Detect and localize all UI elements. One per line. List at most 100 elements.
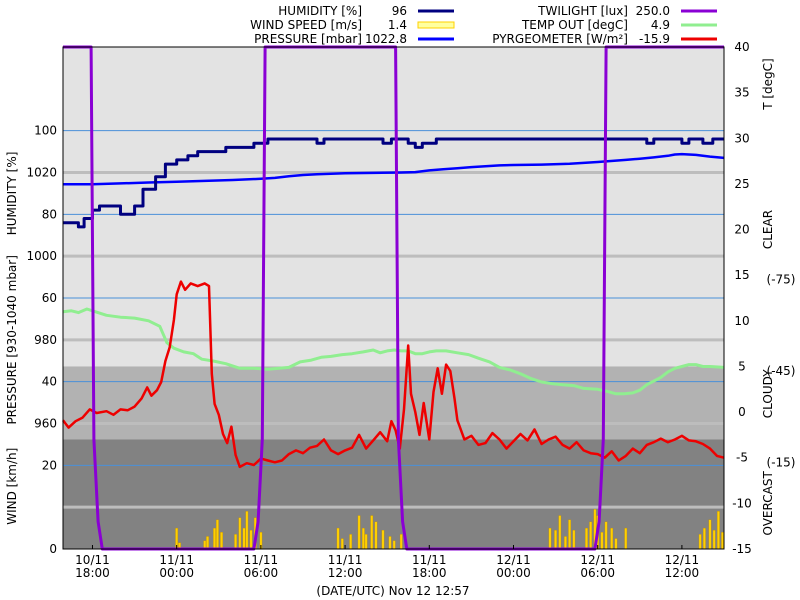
zone-label-clear: CLEAR bbox=[761, 210, 775, 249]
data-series bbox=[62, 45, 725, 551]
zone-overcast bbox=[63, 439, 724, 549]
right-axis-unit: T [degC] bbox=[761, 58, 775, 111]
wind-bar bbox=[216, 519, 219, 550]
wind-bar bbox=[392, 540, 396, 550]
temp-out-line bbox=[62, 307, 725, 396]
wind-bar bbox=[370, 515, 374, 550]
wind-bar bbox=[234, 534, 237, 550]
legend-right-value: 250.0 bbox=[636, 4, 670, 18]
wind-bar bbox=[572, 530, 576, 550]
legend-right-name: PYRGEOMETER [W/m²] bbox=[492, 32, 628, 46]
left-tick-label: 40 bbox=[42, 375, 57, 389]
x-tick-time: 18:00 bbox=[412, 566, 447, 580]
left-axis-label: PRESSURE [930-1040 mbar] bbox=[5, 255, 19, 424]
legend-right-name: TWILIGHT [lux] bbox=[537, 4, 628, 18]
left-tick-label: 1020 bbox=[26, 166, 57, 180]
x-tick-date: 11/11 bbox=[244, 553, 279, 567]
right-axis: 40 35 30 25 20 15 10 5 0 -5 -10 -15 T [degC] (-75) (-4… bbox=[732, 40, 795, 556]
left-tick-label: 60 bbox=[42, 291, 57, 305]
legend-right-value: -15.9 bbox=[639, 32, 670, 46]
right-tick-label: 35 bbox=[734, 86, 749, 100]
legend-left-name: PRESSURE [mbar] bbox=[254, 32, 362, 46]
plot-frame bbox=[62, 46, 725, 550]
legend: HUMIDITY [%] 96 WIND SPEED [m/s] 1.4 PRESSUR… bbox=[250, 4, 717, 46]
right-tick-label: 25 bbox=[734, 177, 749, 191]
right-tick-label: 15 bbox=[734, 268, 749, 282]
wind-bar bbox=[604, 521, 608, 550]
x-tick-date: 11/11 bbox=[159, 553, 194, 567]
legend-left-value: 1.4 bbox=[388, 18, 407, 32]
wind-bar bbox=[624, 527, 628, 550]
left-tick-label: 100 bbox=[34, 124, 57, 138]
left-tick-label: 960 bbox=[34, 417, 57, 431]
zone-label-cloudy: CLOUDY bbox=[761, 369, 775, 418]
wind-bar bbox=[340, 538, 344, 550]
pyrgeometer-line bbox=[62, 280, 725, 469]
wind-bar bbox=[721, 532, 724, 550]
x-tick-time: 00:00 bbox=[496, 566, 531, 580]
wind-bar bbox=[585, 527, 588, 550]
wind-bar bbox=[554, 530, 557, 550]
wind-bar bbox=[600, 532, 604, 550]
left-axis-label: WIND [km/h] bbox=[5, 448, 19, 525]
wind-bar bbox=[206, 536, 209, 550]
humidity-line bbox=[63, 137, 724, 229]
wind-bar bbox=[245, 511, 249, 550]
wind-bar bbox=[249, 530, 253, 550]
wind-bar bbox=[717, 511, 720, 550]
x-tick-date: 12/11 bbox=[580, 553, 615, 567]
wind-bar bbox=[381, 530, 385, 550]
wind-bar bbox=[220, 532, 223, 550]
sky-condition-zones bbox=[63, 47, 724, 549]
legend-swatch bbox=[417, 21, 455, 29]
wind-bar bbox=[374, 521, 378, 550]
wind-bar bbox=[568, 519, 571, 550]
right-tick-label: 5 bbox=[738, 359, 746, 373]
legend-left-name: HUMIDITY [%] bbox=[278, 4, 362, 18]
x-axis-label: (DATE/UTC) Nov 12 12:57 bbox=[316, 584, 469, 598]
left-tick-label: 20 bbox=[42, 458, 57, 472]
x-tick-date: 12/11 bbox=[496, 553, 531, 567]
wind-bar bbox=[388, 536, 392, 550]
x-tick-time: 06:00 bbox=[580, 566, 615, 580]
x-axis: 10/1118:0011/1100:0011/1106:0011/1112:00… bbox=[75, 545, 699, 580]
wind-bar bbox=[364, 534, 368, 550]
pyrgeometer-tick-label: (-15) bbox=[767, 455, 796, 469]
wind-bar bbox=[399, 534, 403, 550]
legend-right-name: TEMP OUT [degC] bbox=[521, 18, 628, 32]
wind-bar bbox=[703, 527, 706, 550]
wind-bar bbox=[698, 534, 702, 550]
x-tick-date: 10/11 bbox=[75, 553, 110, 567]
wind-bar bbox=[558, 515, 562, 550]
legend-left-name: WIND SPEED [m/s] bbox=[250, 18, 362, 32]
wind-bar bbox=[712, 530, 716, 550]
left-tick-label: 0 bbox=[49, 542, 57, 556]
wind-bar bbox=[361, 527, 365, 550]
legend-left-value: 96 bbox=[392, 4, 407, 18]
right-tick-label: -15 bbox=[732, 542, 752, 556]
x-tick-date: 11/11 bbox=[328, 553, 363, 567]
wind-bar bbox=[564, 536, 567, 550]
wind-bar bbox=[242, 527, 246, 550]
left-tick-label: 980 bbox=[34, 333, 57, 347]
x-tick-time: 12:00 bbox=[328, 566, 363, 580]
x-tick-date: 11/11 bbox=[412, 553, 447, 567]
pressure-line bbox=[63, 152, 725, 186]
x-tick-time: 18:00 bbox=[75, 566, 110, 580]
wind-bar bbox=[357, 515, 361, 550]
wind-bar bbox=[336, 527, 340, 550]
left-axis: 100 1020 80 1000 60 980 40 960 20 0 HUMIDITY [%] PR… bbox=[5, 124, 57, 556]
x-tick-time: 00:00 bbox=[159, 566, 194, 580]
wind-bar bbox=[349, 534, 353, 550]
pyrgeometer-tick-label: (-45) bbox=[767, 364, 796, 378]
left-axis-label: HUMIDITY [%] bbox=[5, 152, 19, 236]
x-tick-time: 06:00 bbox=[244, 566, 279, 580]
x-tick-time: 12:00 bbox=[665, 566, 700, 580]
left-tick-label: 1000 bbox=[26, 249, 57, 263]
right-tick-label: 20 bbox=[734, 223, 749, 237]
zone-clear bbox=[63, 47, 724, 367]
right-tick-label: 40 bbox=[734, 40, 749, 54]
zone-label-overcast: OVERCAST bbox=[761, 471, 775, 536]
right-tick-label: 10 bbox=[734, 314, 749, 328]
